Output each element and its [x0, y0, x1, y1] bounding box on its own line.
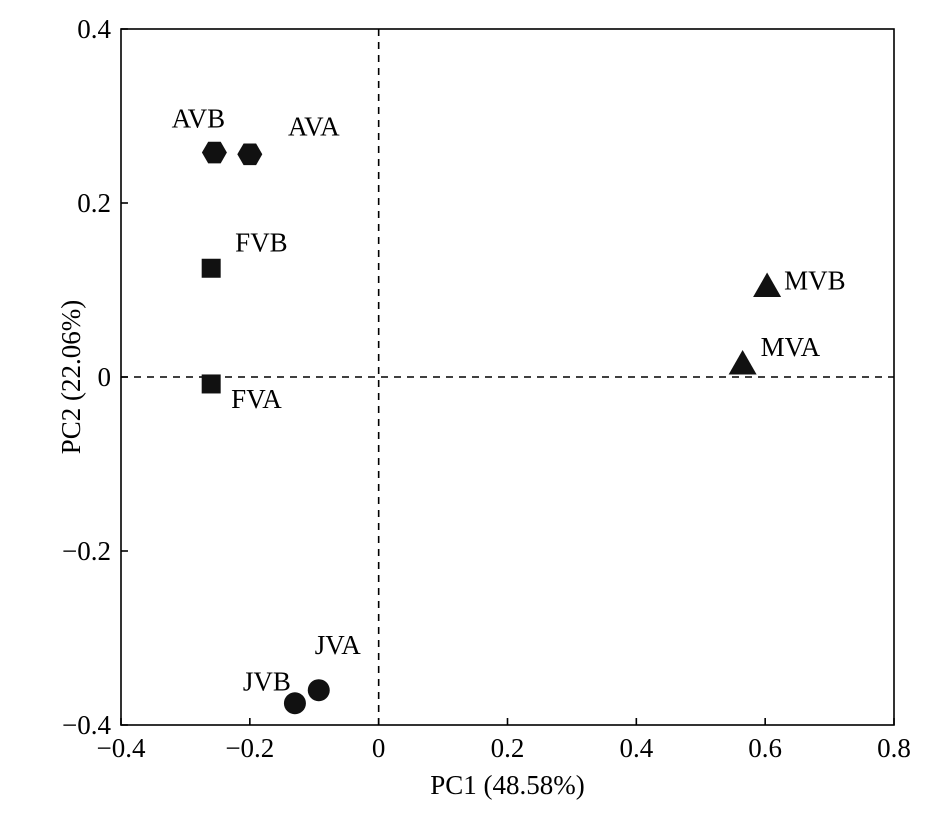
x-axis-ticks: −0.4 −0.2 0 0.2 0.4 0.6 0.8 [97, 718, 911, 763]
triangle-marker-mvb [753, 272, 782, 298]
x-tick-label: 0.6 [748, 733, 782, 763]
hexagon-marker-avb [201, 141, 227, 164]
x-tick-label: 0.2 [491, 733, 525, 763]
point-label-mva: MVA [761, 332, 821, 362]
reference-lines [121, 29, 894, 725]
y-tick-label: 0.2 [77, 188, 111, 218]
point-label-fvb: FVB [235, 227, 288, 257]
point-label-jva: JVA [315, 630, 362, 660]
x-tick-label: 0.4 [619, 733, 653, 763]
triangle-marker-mva [728, 349, 757, 375]
plot-frame [120, 28, 895, 726]
x-tick-label: 0.8 [877, 733, 911, 763]
point-label-mvb: MVB [784, 266, 846, 296]
y-tick-label: −0.4 [62, 710, 111, 740]
y-tick-label: 0.4 [77, 14, 111, 44]
hexagon-marker-ava [237, 143, 263, 166]
y-axis-ticks: −0.4 −0.2 0 0.2 0.4 [62, 14, 128, 740]
y-tick-label: −0.2 [62, 536, 111, 566]
data-points: AVB AVA FVB FVA MVB MVA JVB JVA [172, 104, 846, 715]
x-tick-label: −0.4 [97, 733, 146, 763]
point-label-ava: AVA [288, 111, 340, 141]
square-marker-fva [201, 374, 221, 394]
circle-marker-jvb [283, 692, 306, 715]
point-label-jvb: JVB [243, 666, 291, 696]
square-marker-fvb [201, 258, 221, 278]
x-tick-label: 0 [372, 733, 386, 763]
y-tick-label: 0 [98, 362, 112, 392]
x-axis-title: PC1 (48.58%) [430, 770, 585, 800]
x-tick-label: −0.2 [225, 733, 274, 763]
circle-marker-jva [307, 679, 330, 702]
y-axis-title: PC2 (22.06%) [56, 300, 86, 455]
point-label-fva: FVA [231, 384, 282, 414]
point-label-avb: AVB [172, 104, 226, 134]
